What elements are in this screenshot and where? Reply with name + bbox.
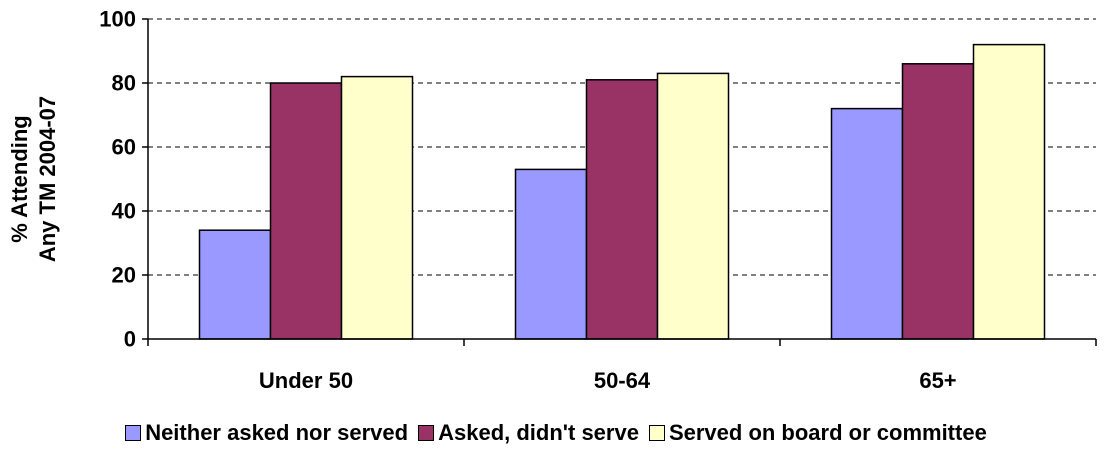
y-axis-title: % Attending Any TM 2004-07 bbox=[7, 96, 60, 262]
legend-swatch bbox=[648, 425, 665, 441]
legend-item-series-0: Neither asked nor served bbox=[125, 420, 408, 446]
bar-0-2 bbox=[830, 107, 904, 340]
bar-2-1 bbox=[656, 72, 730, 340]
y-tick-label: 40 bbox=[112, 199, 136, 224]
x-tick-label: Under 50 bbox=[259, 368, 353, 393]
legend-item-series-1: Asked, didn't serve bbox=[418, 420, 639, 446]
legend-swatch bbox=[418, 425, 435, 441]
bars bbox=[198, 43, 1046, 340]
bar-chart: 0 20 40 60 80 100 Under 50 50-64 65+ % Attending… bbox=[7, 7, 1097, 393]
y-tick-label: 100 bbox=[99, 7, 136, 32]
bar-0-1 bbox=[514, 168, 588, 340]
axes: 0 20 40 60 80 100 Under 50 50-64 65+ bbox=[99, 7, 1097, 393]
bar-1-0 bbox=[269, 82, 343, 340]
x-tick-label: 65+ bbox=[919, 368, 956, 393]
bar-2-0 bbox=[340, 75, 414, 340]
y-axis-title-line-2: Any TM 2004-07 bbox=[35, 96, 60, 262]
y-tick-label: 20 bbox=[112, 263, 136, 288]
x-tick-label: 50-64 bbox=[594, 368, 651, 393]
bar-1-2 bbox=[901, 63, 975, 340]
y-tick-label: 60 bbox=[112, 135, 136, 160]
y-tick-label: 80 bbox=[112, 71, 136, 96]
legend-label: Served on board or committee bbox=[668, 420, 987, 445]
legend: Neither asked nor served Asked, didn't s… bbox=[0, 420, 1112, 446]
legend-label: Neither asked nor served bbox=[145, 420, 409, 445]
bar-0-0 bbox=[198, 229, 272, 340]
bar-2-2 bbox=[972, 43, 1046, 340]
bar-1-1 bbox=[585, 79, 659, 340]
y-axis-title-line-1: % Attending bbox=[7, 115, 32, 243]
legend-label: Asked, didn't serve bbox=[438, 420, 639, 445]
legend-swatch bbox=[125, 425, 142, 441]
y-tick-label: 0 bbox=[124, 327, 136, 352]
legend-item-series-2: Served on board or committee bbox=[648, 420, 987, 446]
